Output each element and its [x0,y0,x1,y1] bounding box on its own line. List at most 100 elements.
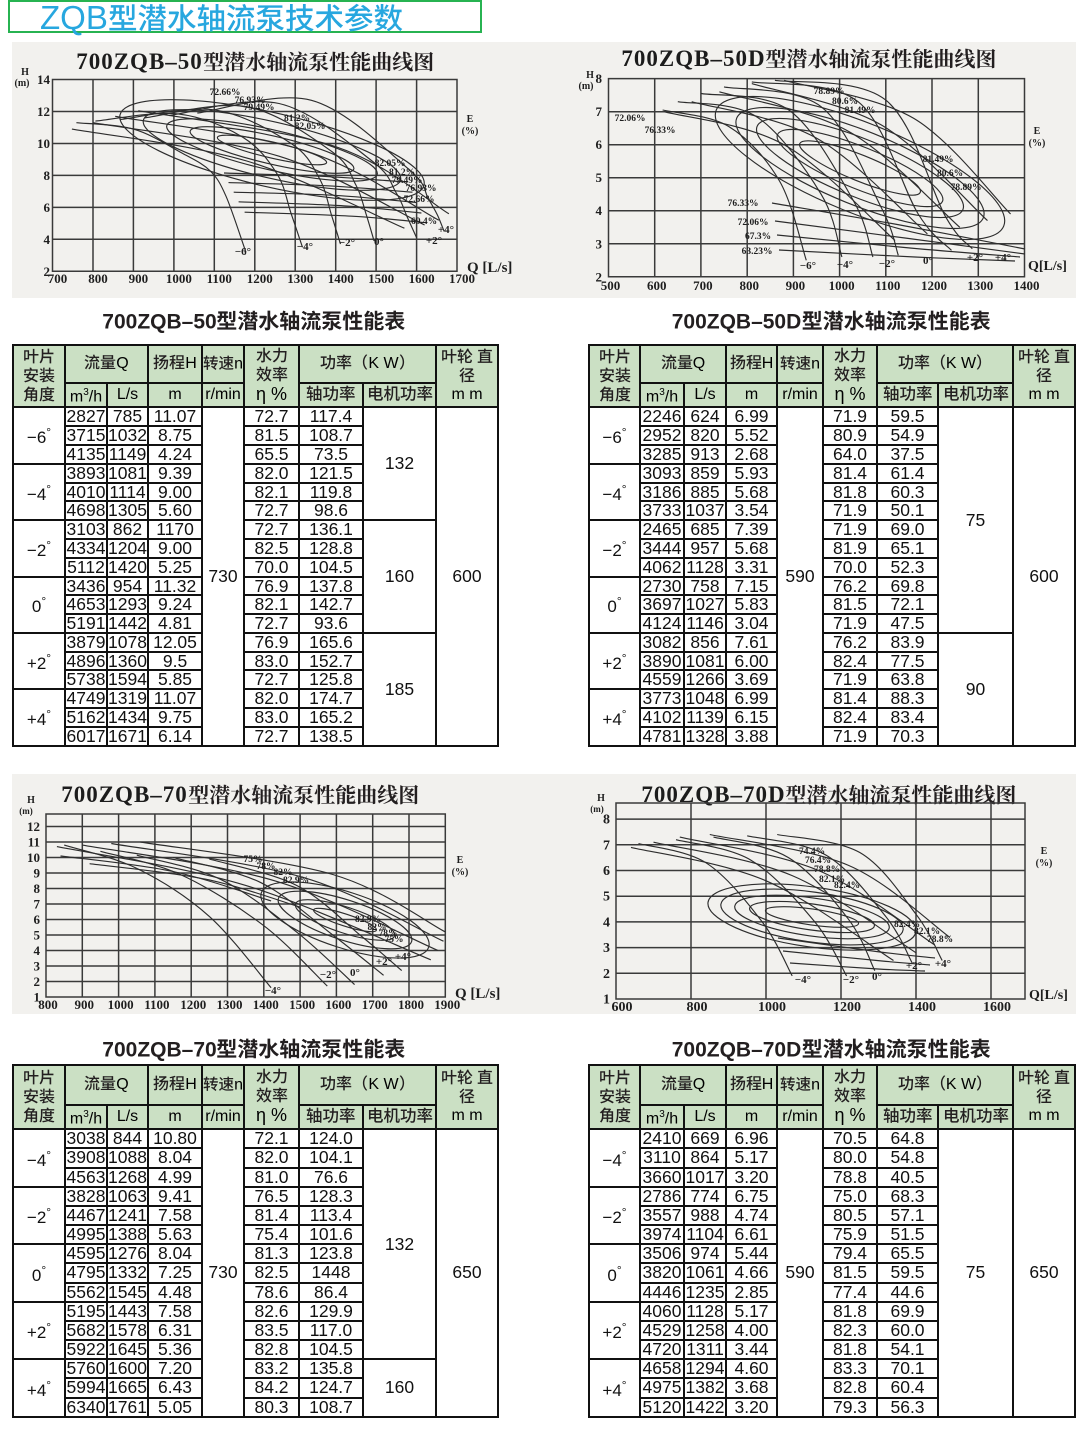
svg-text:80.6%: 80.6% [937,169,963,179]
svg-text:7: 7 [603,838,610,853]
svg-text:1700: 1700 [449,271,475,286]
svg-text:12: 12 [27,819,40,834]
svg-text:−4°: −4° [297,241,313,253]
svg-text:3: 3 [596,236,603,251]
svg-text:82%: 82% [368,923,387,933]
svg-text:3: 3 [603,941,610,956]
svg-text:81.49%: 81.49% [923,155,954,165]
svg-text:800: 800 [687,1000,708,1015]
svg-text:1000: 1000 [166,271,192,286]
svg-text:1200: 1200 [833,1000,861,1015]
svg-text:1500: 1500 [289,997,315,1012]
svg-text:82.05%: 82.05% [295,122,326,132]
svg-text:6: 6 [596,137,603,152]
svg-text:600: 600 [612,1000,633,1015]
svg-text:1900: 1900 [434,997,460,1012]
svg-text:1400: 1400 [253,997,279,1012]
svg-text:81.2%: 81.2% [284,114,310,124]
svg-text:9: 9 [34,866,41,881]
svg-text:7: 7 [34,897,41,912]
svg-text:78.89%: 78.89% [951,183,982,193]
svg-text:79.49%: 79.49% [244,103,275,113]
svg-text:(%): (%) [452,867,469,878]
svg-text:(m): (m) [590,804,604,814]
svg-text:E: E [457,855,464,866]
svg-text:900: 900 [129,271,149,286]
svg-text:82.4%: 82.4% [894,920,920,930]
svg-text:700: 700 [693,278,713,293]
svg-text:Q[L/s]: Q[L/s] [1029,988,1068,1003]
svg-text:76.4%: 76.4% [805,856,831,866]
svg-text:75%: 75% [385,935,404,945]
svg-text:−2°: −2° [320,969,336,981]
svg-text:82.1%: 82.1% [819,875,845,885]
svg-text:72.06%: 72.06% [738,218,769,228]
svg-text:82.05%: 82.05% [375,159,406,169]
svg-text:+4°: +4° [438,224,454,236]
svg-text:−6°: −6° [235,246,251,258]
svg-text:10: 10 [37,136,50,151]
svg-text:8: 8 [44,168,51,183]
svg-text:69.4%: 69.4% [411,217,437,227]
svg-text:0°: 0° [872,971,882,983]
svg-text:0°: 0° [374,236,384,248]
svg-text:E: E [467,114,474,125]
svg-text:72.66%: 72.66% [210,88,241,98]
svg-text:+2°: +2° [376,956,392,968]
svg-text:3: 3 [34,959,41,974]
svg-text:900: 900 [786,278,806,293]
svg-text:+4°: +4° [995,252,1011,264]
svg-text:78.89%: 78.89% [814,87,845,97]
svg-text:(%): (%) [1029,138,1046,149]
svg-text:800: 800 [88,271,108,286]
svg-text:63.23%: 63.23% [742,247,773,257]
svg-text:79.49%: 79.49% [392,176,423,186]
svg-text:11: 11 [28,835,40,850]
svg-text:1600: 1600 [983,1000,1011,1015]
svg-text:4: 4 [44,232,51,247]
svg-text:12: 12 [37,104,50,119]
svg-text:(m): (m) [15,78,30,89]
svg-text:1700: 1700 [362,997,388,1012]
svg-text:1400: 1400 [1014,278,1040,293]
svg-text:4: 4 [603,915,610,930]
svg-text:500: 500 [601,278,621,293]
svg-text:700: 700 [48,271,68,286]
svg-text:H: H [586,70,594,81]
svg-text:Q[L/s]: Q[L/s] [1028,259,1067,274]
svg-text:1: 1 [34,990,41,1005]
svg-text:H: H [597,793,605,804]
svg-text:1800: 1800 [398,997,424,1012]
svg-text:E: E [1034,126,1041,137]
svg-text:(m): (m) [579,81,594,92]
svg-text:1100: 1100 [875,278,900,293]
svg-text:82.1%: 82.1% [914,927,940,937]
svg-text:E: E [1041,846,1048,857]
svg-text:4: 4 [596,203,603,218]
svg-text:8: 8 [596,71,603,86]
svg-text:1: 1 [603,993,610,1008]
svg-text:−4°: −4° [795,974,811,986]
svg-text:900: 900 [75,997,95,1012]
svg-text:80.6%: 80.6% [832,97,858,107]
svg-text:+4°: +4° [935,958,951,970]
svg-text:78%: 78% [379,929,398,939]
svg-text:78.8%: 78.8% [814,865,840,875]
svg-text:82.4%: 82.4% [834,881,860,891]
svg-text:−2°: −2° [879,258,895,270]
svg-text:76.93%: 76.93% [406,184,437,194]
svg-text:1200: 1200 [180,997,206,1012]
svg-text:8: 8 [603,813,610,828]
svg-text:7: 7 [596,104,603,119]
svg-text:−2°: −2° [339,237,355,249]
svg-text:72.66%: 72.66% [404,195,435,205]
svg-text:1100: 1100 [144,997,169,1012]
svg-text:5: 5 [34,928,41,943]
svg-text:−4°: −4° [837,259,853,271]
svg-text:76.33%: 76.33% [645,126,676,136]
svg-text:0°: 0° [350,967,360,979]
svg-text:−6°: −6° [800,260,816,272]
svg-text:82.9%: 82.9% [283,876,309,886]
svg-text:6: 6 [603,864,610,879]
svg-text:1600: 1600 [325,997,351,1012]
